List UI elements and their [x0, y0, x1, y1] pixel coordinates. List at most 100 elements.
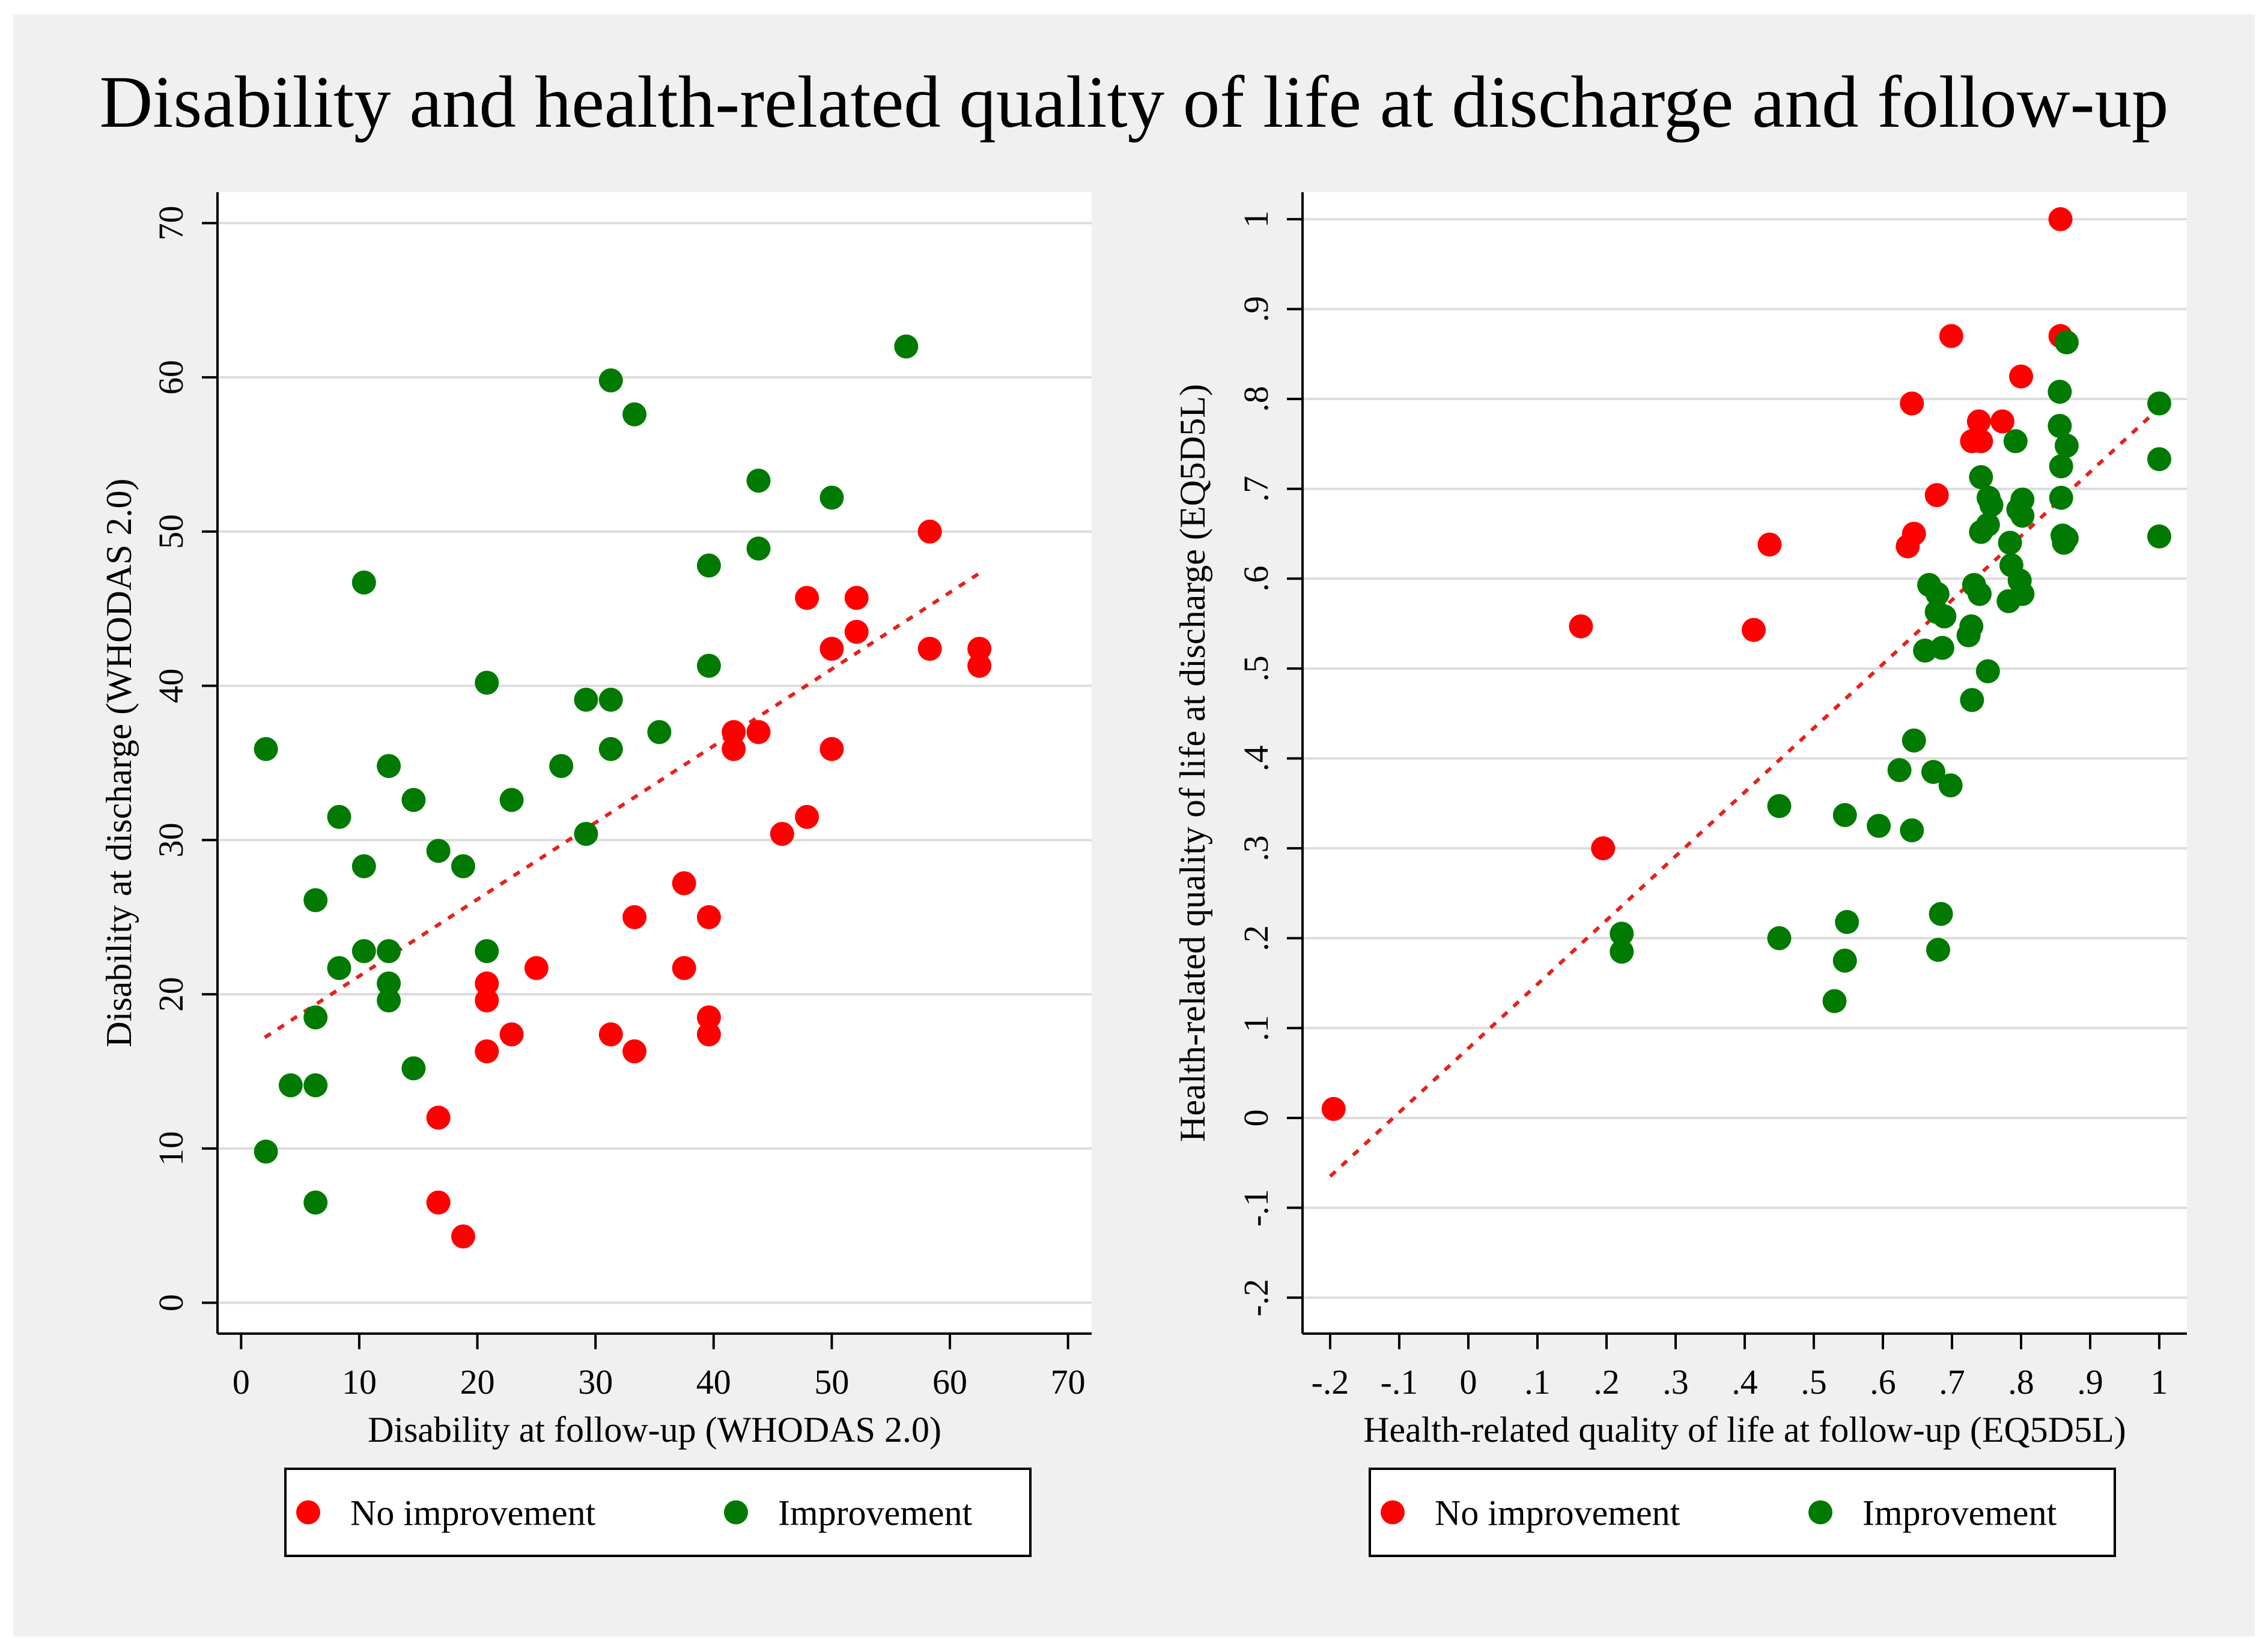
point-no-improvement: [622, 1039, 647, 1064]
point-improvement: [351, 939, 376, 964]
point-no-improvement: [598, 1022, 623, 1046]
point-no-improvement: [451, 1224, 475, 1249]
x-axis-label: Disability at follow-up (WHODAS 2.0): [368, 1410, 941, 1450]
point-improvement: [622, 402, 647, 427]
y-tick-label: 1: [1236, 210, 1275, 228]
legend-marker-no-improvement: [1381, 1500, 1405, 1525]
point-no-improvement: [967, 637, 992, 661]
point-no-improvement: [1900, 391, 1924, 416]
point-improvement: [303, 1005, 328, 1030]
x-tick-label: 60: [932, 1362, 967, 1401]
point-no-improvement: [672, 871, 696, 896]
point-improvement: [1767, 794, 1792, 818]
point-no-improvement: [1741, 618, 1766, 642]
legend-marker-no-improvement: [296, 1500, 320, 1525]
y-tick-label: -.1: [1236, 1189, 1275, 1227]
point-improvement: [351, 570, 376, 595]
trend-line: [1328, 406, 2161, 1178]
point-improvement: [1900, 818, 1924, 843]
gridlines: [217, 222, 1092, 1304]
point-improvement: [1887, 758, 1912, 782]
point-improvement: [1959, 614, 1984, 639]
x-tick-label: .9: [2077, 1362, 2103, 1401]
legend-box: [1369, 1468, 2116, 1557]
point-improvement: [647, 720, 672, 744]
point-no-improvement: [1757, 532, 1782, 557]
point-improvement: [1822, 989, 1847, 1013]
point-improvement: [1969, 465, 1993, 490]
legend-label-no-improvement: No improvement: [1435, 1493, 1680, 1533]
x-tick-label: .3: [1662, 1362, 1689, 1401]
point-no-improvement: [696, 905, 721, 929]
point-improvement: [1610, 922, 1634, 946]
point-improvement: [574, 822, 598, 846]
point-no-improvement: [770, 822, 794, 846]
point-no-improvement: [1939, 324, 1963, 348]
legend: No improvement Improvement: [1369, 1468, 2116, 1557]
point-improvement: [327, 804, 351, 829]
point-improvement: [1832, 949, 1857, 973]
point-no-improvement: [795, 804, 819, 829]
point-no-improvement: [746, 720, 771, 744]
y-tick-label: 70: [151, 205, 190, 240]
point-no-improvement: [2048, 207, 2073, 231]
point-improvement: [303, 1190, 328, 1215]
point-improvement: [1975, 659, 2000, 684]
y-axis-label: Disability at discharge (WHODAS 2.0): [99, 478, 139, 1047]
point-improvement: [377, 939, 401, 964]
point-improvement: [1968, 582, 1992, 606]
point-improvement: [2003, 429, 2028, 454]
y-tick-label: .1: [1236, 1015, 1275, 1042]
point-improvement: [819, 485, 844, 510]
figure-title: Disability and health-related quality of…: [99, 61, 2169, 143]
point-improvement: [1960, 688, 1984, 712]
x-tick-label: -.2: [1312, 1362, 1349, 1401]
gridlines: [1303, 217, 2187, 1299]
y-tick-label: .5: [1236, 655, 1275, 682]
x-tick-label: .6: [1870, 1362, 1896, 1401]
point-improvement: [1998, 530, 2022, 555]
point-improvement: [2054, 526, 2079, 550]
point-improvement: [2054, 433, 2079, 458]
point-improvement: [1610, 940, 1634, 964]
axes: -.2 -.1 0 .1 .2 .3 .4 .5 .6 .7 .8 .9 1 -.2 -.1 0 .1 .2 .3.…: [1236, 192, 2187, 1401]
point-improvement: [401, 1056, 426, 1081]
y-axis-label: Health-related quality of life at discha…: [1173, 384, 1212, 1142]
point-no-improvement: [795, 586, 819, 610]
y-tick-label: 10: [151, 1131, 190, 1166]
point-no-improvement: [696, 1022, 721, 1046]
point-improvement: [2147, 447, 2171, 472]
point-no-improvement: [426, 1105, 451, 1130]
point-improvement: [303, 888, 328, 913]
plot-area: [1303, 192, 2187, 1334]
point-improvement: [746, 536, 771, 561]
point-no-improvement: [844, 586, 869, 610]
x-tick-label: 0: [233, 1362, 250, 1401]
point-no-improvement: [1902, 521, 1926, 546]
point-no-improvement: [917, 519, 942, 544]
point-improvement: [2010, 487, 2035, 512]
plot-area: [217, 192, 1092, 1334]
point-improvement: [499, 788, 524, 812]
point-no-improvement: [819, 637, 844, 661]
point-no-improvement: [524, 956, 549, 980]
data-points: [1321, 207, 2171, 1121]
point-improvement: [1902, 728, 1926, 753]
point-improvement: [475, 939, 499, 964]
point-improvement: [327, 956, 351, 980]
point-improvement: [549, 754, 574, 779]
x-tick-label: .8: [2008, 1362, 2034, 1401]
x-tick-label: 10: [342, 1362, 377, 1401]
y-tick-label: 0: [1236, 1109, 1275, 1126]
point-improvement: [696, 553, 721, 578]
point-improvement: [598, 368, 623, 393]
x-tick-label: 70: [1051, 1362, 1086, 1401]
point-improvement: [401, 788, 426, 812]
point-no-improvement: [967, 654, 992, 678]
point-no-improvement: [844, 619, 869, 644]
point-improvement: [377, 988, 401, 1013]
x-tick-label: -.1: [1381, 1362, 1418, 1401]
point-improvement: [451, 854, 475, 879]
point-no-improvement: [475, 988, 499, 1013]
y-tick-label: .2: [1236, 925, 1275, 952]
